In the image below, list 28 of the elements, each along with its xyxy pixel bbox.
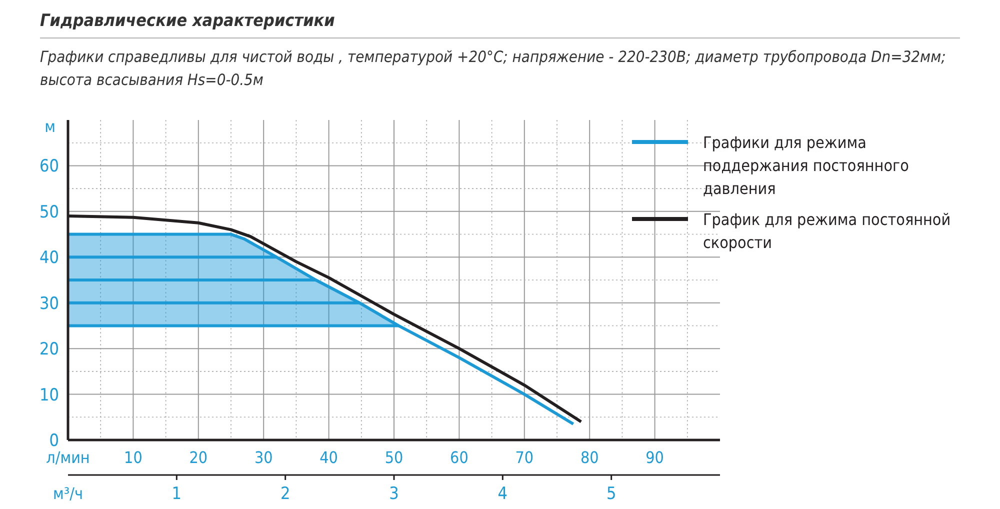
x-tick-label: 10	[124, 448, 142, 467]
y-tick-label: 10	[40, 385, 59, 406]
chart-title: Гидравлические характеристики	[40, 11, 336, 31]
y-tick-label: 40	[40, 248, 59, 268]
y-tick-label: 0	[49, 431, 59, 451]
y-tick-label: 60	[40, 156, 59, 177]
x-tick-label: 60	[450, 448, 468, 467]
x2-axis-title: м³/ч	[53, 484, 83, 503]
y-tick-label: 50	[40, 202, 59, 222]
x-axis-title: л/мин	[46, 448, 90, 467]
x-tick-label: 20	[189, 448, 208, 467]
x-tick-label: 80	[580, 448, 599, 467]
x2-tick-label: 3	[389, 484, 399, 504]
legend-label: Графики для режима поддержания постоянного давления	[703, 133, 910, 198]
x2-tick-label: 2	[280, 484, 290, 504]
x-tick-label: 40	[320, 448, 338, 467]
x2-tick-label: 5	[606, 484, 616, 504]
y-tick-label: 30	[40, 294, 59, 314]
legend-label: График для режима постоянной скорости	[703, 210, 951, 252]
x-tick-label: 30	[254, 448, 273, 467]
x2-tick-label: 4	[498, 484, 508, 504]
x-tick-label: 90	[646, 448, 664, 467]
chart-subtitle: Графики справедливы для чистой воды , температурой +20°C; напряжение - 220-230В; диаметр трубопровода Dn=32мм; высота всасывания Hs=0-0.5м	[40, 48, 946, 89]
x-tick-label: 70	[515, 448, 534, 467]
x2-tick-label: 1	[172, 484, 182, 504]
x-tick-label: 50	[384, 448, 404, 467]
y-tick-label: 20	[40, 340, 59, 360]
y-axis-title: м	[44, 117, 56, 136]
